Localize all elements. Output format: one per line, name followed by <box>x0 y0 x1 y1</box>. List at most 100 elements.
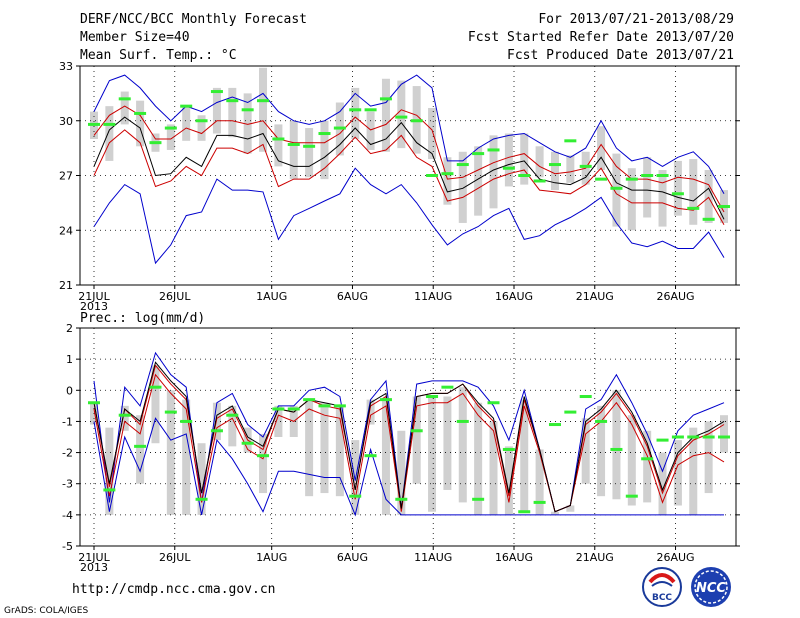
temp-spread-box <box>166 124 175 150</box>
prec-marker <box>241 441 254 445</box>
temp-marker <box>118 97 131 101</box>
temp-spread-box <box>259 67 268 152</box>
ncc-logo: NCC <box>691 567 731 607</box>
temp-marker <box>287 142 300 146</box>
temp-spread-box <box>458 151 467 223</box>
temp-line-lower <box>93 129 725 226</box>
prec-spread-box <box>627 415 636 506</box>
prec-marker <box>272 407 285 411</box>
temp-marker <box>641 174 654 177</box>
prec-spread-box <box>658 452 667 515</box>
prec-spread-box <box>305 399 314 497</box>
prec-marker <box>564 410 577 414</box>
temp-y-tick-label: 33 <box>59 60 73 73</box>
temp-spread-box <box>381 78 390 152</box>
prec-spread-box <box>351 440 360 515</box>
temp-marker <box>548 163 561 167</box>
temp-x-tick-label: 21AUG <box>576 290 614 303</box>
temp-marker <box>687 206 700 210</box>
temp-y-tick-label: 30 <box>59 115 73 128</box>
temp-marker <box>656 174 669 177</box>
temp-line-maximum <box>93 74 725 195</box>
temp-spread-box <box>136 100 145 147</box>
temp-x-tick-label: 26JUL <box>159 290 191 303</box>
prec-spread-box <box>274 405 283 437</box>
temp-marker <box>210 90 223 94</box>
bcc-logo-text: BCC <box>652 593 672 603</box>
prec-x-tick-label: 26AUG <box>656 551 694 564</box>
temp-marker <box>502 166 515 170</box>
temp-marker <box>257 99 270 103</box>
prec-spread-box <box>520 399 529 512</box>
temp-spread-box <box>597 126 606 171</box>
member-size: Member Size=40 <box>80 30 190 45</box>
prec-spread-box <box>259 433 268 494</box>
temp-marker <box>149 141 162 145</box>
temp-marker <box>456 163 469 167</box>
prec-marker <box>625 494 638 498</box>
temp-spread-box <box>120 91 129 125</box>
prec-line-mean <box>93 361 725 513</box>
precip-panel-title: Prec.: log(mm/d) <box>80 311 206 326</box>
prec-spread-box <box>704 421 713 494</box>
prec-spread-box <box>550 511 559 515</box>
source-url[interactable]: http://cmdp.ncc.cma.gov.cn <box>72 582 276 597</box>
prec-marker <box>456 419 469 423</box>
prec-marker <box>195 497 208 501</box>
temp-spread-box <box>105 106 114 161</box>
prec-marker <box>502 447 515 451</box>
prec-spread-box <box>428 396 437 512</box>
temp-spread-box <box>489 135 498 209</box>
ncc-logo-text: NCC <box>696 581 726 596</box>
prec-marker <box>164 410 177 414</box>
prec-y-tick-label: -2 <box>62 447 73 460</box>
prec-spread-box <box>566 505 575 512</box>
prec-marker <box>472 497 485 501</box>
prec-marker <box>595 419 608 423</box>
prec-x-tick-label: 26JUL <box>159 551 191 564</box>
prec-marker <box>579 395 592 399</box>
temp-x-tick-label: 1AUG <box>256 290 287 303</box>
temp-line-upper <box>93 105 725 213</box>
prec-x-tick-label: 11AUG <box>414 551 452 564</box>
prec-marker <box>226 413 239 417</box>
temp-spread-box <box>212 87 221 134</box>
prec-marker <box>180 419 193 423</box>
prec-spread-box <box>136 415 145 484</box>
temp-x-tick-label: 6AUG <box>337 290 368 303</box>
prec-marker <box>318 404 331 408</box>
prec-x-year-label: 2013 <box>80 561 108 574</box>
temp-y-tick-label: 27 <box>59 170 73 183</box>
prec-x-tick-label: 1AUG <box>256 551 287 564</box>
prec-y-tick-label: -1 <box>62 415 73 428</box>
prec-y-tick-label: -4 <box>62 509 73 522</box>
variable-label: Mean Surf. Temp.: °C <box>80 48 237 63</box>
prec-spread-box <box>212 402 221 441</box>
precipitation-panel: -5 -4 -3 -2 -1 0 1 2 21JUL 26JUL 1AUG 6AUG 11AUG 16AU… <box>62 322 740 574</box>
temp-marker <box>272 137 285 141</box>
temp-marker <box>364 108 377 112</box>
temp-line-mean <box>93 116 725 220</box>
temp-marker <box>195 119 208 123</box>
temp-x-tick-label: 21JUL <box>78 290 110 303</box>
prec-marker <box>548 423 561 427</box>
prec-spread-box <box>458 387 467 503</box>
prec-frame <box>79 327 737 547</box>
temp-marker <box>518 174 531 177</box>
prec-marker <box>610 447 623 451</box>
temp-marker <box>164 126 177 130</box>
prec-spread-box <box>381 399 390 515</box>
temp-marker <box>426 174 439 177</box>
temp-x-tick-label: 11AUG <box>414 290 452 303</box>
prec-marker <box>118 413 131 417</box>
temperature-panel: 21 24 27 30 33 21JUL 26JUL 1AUG 6AUG 11AUG 16AUG 21… <box>59 60 740 313</box>
temp-spread-box <box>504 133 513 187</box>
temp-marker <box>671 192 684 196</box>
temp-spread-box <box>243 93 252 154</box>
prec-marker <box>671 435 684 439</box>
temp-marker <box>395 115 408 119</box>
temp-marker <box>625 177 638 181</box>
prec-spread-box <box>105 427 114 515</box>
prec-marker <box>333 404 346 408</box>
temp-marker <box>226 99 239 103</box>
